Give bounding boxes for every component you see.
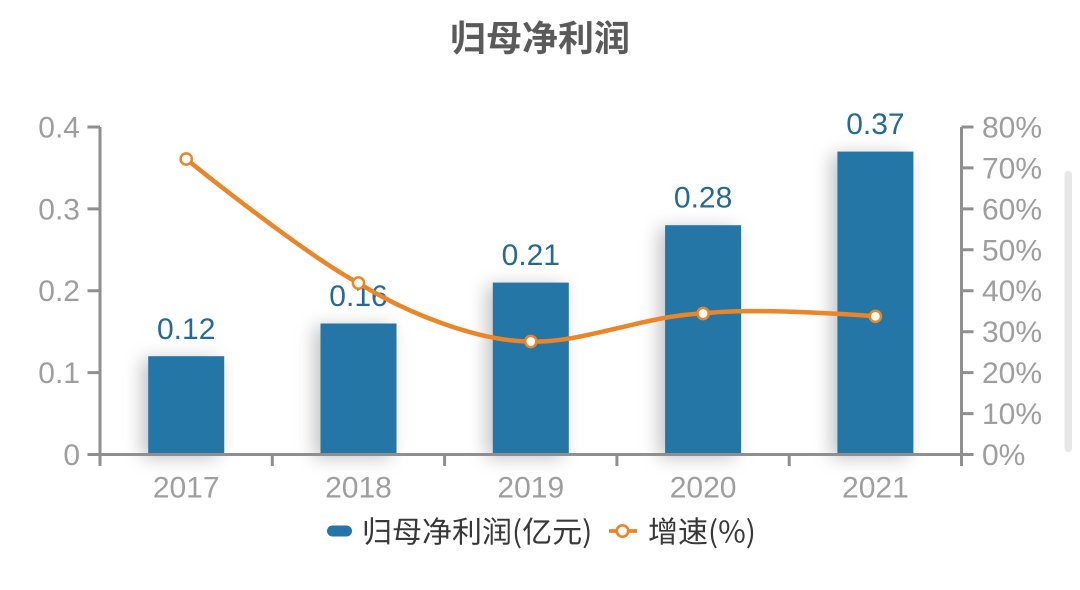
svg-text:2017: 2017 (153, 472, 220, 505)
svg-text:0.21: 0.21 (502, 239, 560, 272)
svg-text:60%: 60% (982, 193, 1042, 226)
svg-text:0.4: 0.4 (38, 112, 80, 145)
svg-text:30%: 30% (982, 316, 1042, 349)
svg-text:50%: 50% (982, 234, 1042, 267)
svg-text:2020: 2020 (670, 472, 737, 505)
svg-text:80%: 80% (982, 112, 1042, 145)
svg-text:0.3: 0.3 (38, 193, 80, 226)
svg-text:10%: 10% (982, 398, 1042, 431)
svg-text:2021: 2021 (842, 472, 909, 505)
svg-text:20%: 20% (982, 357, 1042, 390)
svg-text:70%: 70% (982, 152, 1042, 185)
svg-text:0.28: 0.28 (674, 182, 732, 215)
svg-text:40%: 40% (982, 275, 1042, 308)
svg-text:2018: 2018 (325, 472, 392, 505)
svg-text:0.12: 0.12 (157, 313, 215, 346)
svg-text:0: 0 (63, 439, 80, 472)
svg-text:0.37: 0.37 (846, 108, 904, 141)
svg-text:0.2: 0.2 (38, 275, 80, 308)
svg-text:0.1: 0.1 (38, 357, 80, 390)
svg-text:0%: 0% (982, 439, 1025, 472)
svg-text:2019: 2019 (497, 472, 564, 505)
